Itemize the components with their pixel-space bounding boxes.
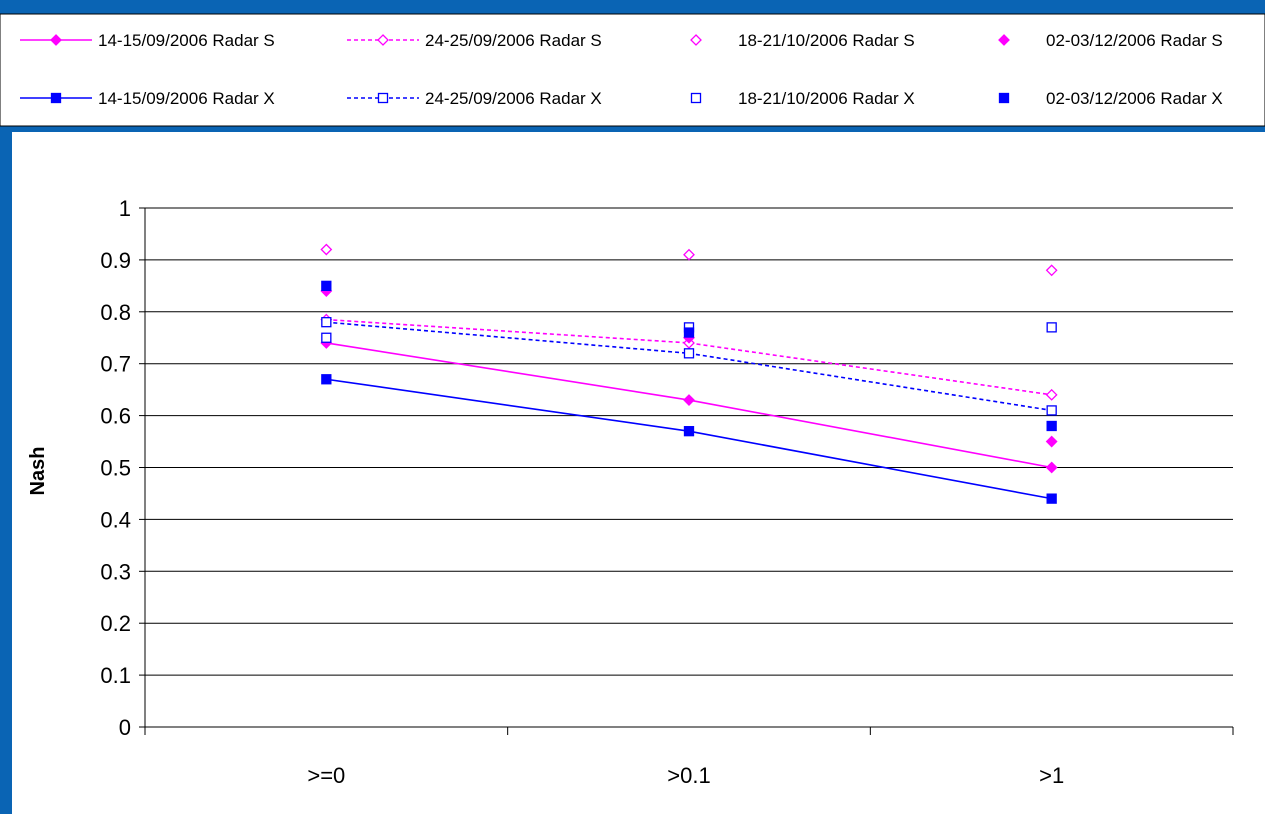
legend-item: 24-25/09/2006 Radar X bbox=[347, 89, 602, 108]
legend-item: 24-25/09/2006 Radar S bbox=[347, 31, 602, 50]
y-tick-label: 0.8 bbox=[100, 300, 131, 325]
legend-label: 02-03/12/2006 Radar S bbox=[1046, 31, 1223, 50]
legend-label: 14-15/09/2006 Radar S bbox=[98, 31, 275, 50]
y-tick-label: 0.9 bbox=[100, 248, 131, 273]
y-tick-label: 0.7 bbox=[100, 352, 131, 377]
legend-item: 02-03/12/2006 Radar X bbox=[998, 89, 1223, 108]
legend-label: 18-21/10/2006 Radar X bbox=[738, 89, 915, 108]
data-point bbox=[1045, 264, 1058, 277]
series-group bbox=[321, 280, 1057, 432]
series-layer bbox=[320, 243, 1058, 504]
y-tick-label: 0.3 bbox=[100, 559, 131, 584]
legend-marker bbox=[377, 34, 389, 46]
legend-item: 18-21/10/2006 Radar X bbox=[690, 89, 915, 108]
legend-item: 14-15/09/2006 Radar X bbox=[20, 89, 275, 108]
data-point bbox=[320, 243, 333, 256]
y-axis-label: Nash bbox=[27, 447, 49, 496]
y-tick-label: 0.1 bbox=[100, 663, 131, 688]
legend-item: 18-21/10/2006 Radar S bbox=[690, 31, 915, 50]
legend-label: 14-15/09/2006 Radar X bbox=[98, 89, 275, 108]
data-point bbox=[321, 374, 332, 385]
data-point bbox=[321, 332, 332, 343]
legend-marker bbox=[377, 92, 389, 104]
data-point bbox=[1046, 405, 1057, 416]
data-point bbox=[683, 394, 695, 406]
legend-box bbox=[0, 13, 1265, 127]
y-tick-label: 0.6 bbox=[100, 404, 131, 429]
x-tick-labels: >=0 >0.1 >1 bbox=[307, 763, 1064, 788]
data-point bbox=[1046, 493, 1057, 504]
data-point bbox=[683, 348, 695, 359]
data-point bbox=[321, 280, 332, 292]
x-tick-label: >0.1 bbox=[667, 763, 710, 788]
legend-marker bbox=[998, 34, 1010, 46]
chart-panel bbox=[12, 132, 1265, 814]
data-point bbox=[1046, 420, 1057, 432]
legend-label: 18-21/10/2006 Radar S bbox=[738, 31, 915, 50]
legend-marker bbox=[690, 92, 702, 104]
y-tick-labels: 0 0.1 0.2 0.3 0.4 0.5 0.6 0.7 0.8 0.9 1 bbox=[100, 196, 131, 740]
legend-item: 14-15/09/2006 Radar S bbox=[20, 31, 275, 50]
series-group bbox=[320, 243, 1058, 277]
legend-item: 02-03/12/2006 Radar S bbox=[998, 31, 1223, 50]
y-tick-label: 1 bbox=[119, 196, 131, 221]
series-line bbox=[326, 318, 1052, 396]
series-group bbox=[321, 322, 1057, 343]
data-point bbox=[683, 327, 695, 338]
data-point bbox=[683, 248, 695, 261]
data-point bbox=[321, 317, 332, 328]
legend-marker bbox=[50, 34, 62, 46]
y-tick-label: 0.4 bbox=[100, 507, 131, 532]
y-tick-label: 0 bbox=[119, 715, 131, 740]
y-tick-label: 0.2 bbox=[100, 611, 131, 636]
series-group bbox=[321, 317, 1057, 416]
y-tick-label: 0.5 bbox=[100, 456, 131, 481]
legend-marker bbox=[690, 34, 702, 46]
x-tick-label: >1 bbox=[1039, 763, 1064, 788]
data-point bbox=[1045, 461, 1058, 474]
data-point bbox=[1046, 322, 1057, 333]
data-point bbox=[683, 426, 695, 437]
legend-label: 24-25/09/2006 Radar S bbox=[425, 31, 602, 50]
data-point bbox=[1045, 435, 1058, 448]
series-group bbox=[321, 374, 1057, 504]
x-tick-label: >=0 bbox=[307, 763, 345, 788]
legend-label: 24-25/09/2006 Radar X bbox=[425, 89, 602, 108]
legend-marker bbox=[50, 92, 62, 104]
legend-marker bbox=[998, 92, 1010, 104]
legend-label: 02-03/12/2006 Radar X bbox=[1046, 89, 1223, 108]
data-point bbox=[1045, 388, 1058, 401]
legend: 14-15/09/2006 Radar S 24-25/09/2006 Radar… bbox=[20, 31, 1223, 108]
series-group bbox=[320, 337, 1058, 474]
axes bbox=[144, 208, 1234, 735]
